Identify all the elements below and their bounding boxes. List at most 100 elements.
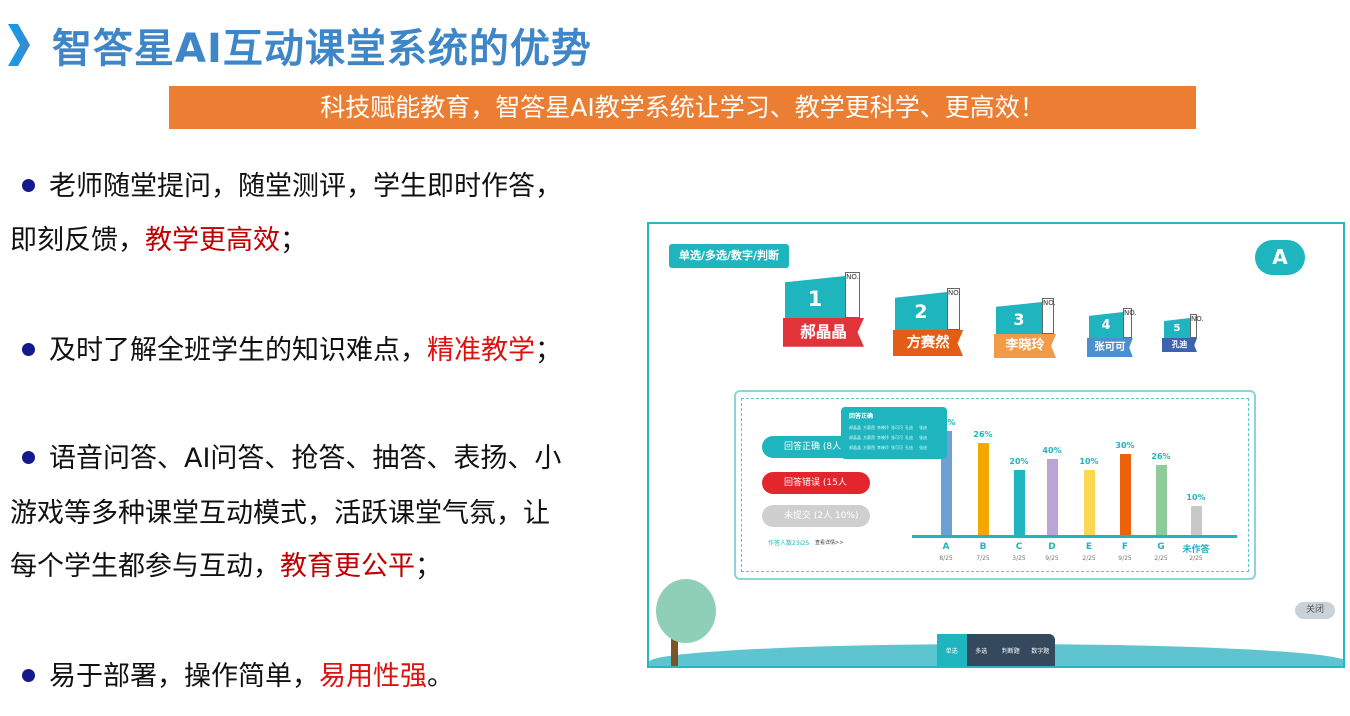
popup-name: 孔迪 — [905, 425, 913, 430]
stat-unsubmitted[interactable]: 未提交 (2人 10%) — [762, 505, 870, 527]
rank-name: 方赛然 — [893, 330, 964, 357]
category-label: E — [1085, 542, 1093, 552]
bar-value-label: 26% — [1151, 451, 1171, 461]
chevron-right-icon — [8, 24, 30, 66]
close-button[interactable]: 关闭 — [1295, 602, 1335, 619]
rank-name: 李晓玲 — [994, 334, 1057, 358]
count-label: 2/25 — [1154, 555, 1168, 562]
bullet-dot — [22, 669, 35, 682]
popup-name: 张迪 — [919, 445, 927, 450]
tab-judge[interactable]: 判断题 — [1001, 648, 1020, 655]
chart-bar — [1014, 470, 1025, 535]
count-label: 7/25 — [976, 555, 990, 562]
bullet-3: 语音问答、AI问答、抢答、抽答、表扬、小 — [10, 436, 561, 475]
page-title: 智答星AI互动课堂系统的优势 — [52, 26, 592, 72]
bullet-2: 及时了解全班学生的知识难点，精准教学； — [10, 328, 562, 367]
chart-bar — [1120, 453, 1131, 535]
bar-value-label: 10% — [1186, 493, 1206, 503]
highlight: 教学更高效 — [145, 225, 280, 256]
count-label: 2/25 — [1082, 555, 1096, 562]
rank-number: 4 — [1089, 312, 1123, 338]
popup-name: 孔迪 — [905, 435, 913, 440]
correct-answer-badge: A — [1255, 240, 1305, 275]
bar-value-label: 40% — [1042, 446, 1062, 456]
correct-popup: 回答正确 郝晶晶 方赛然 李晓玲 张可可 孔迪 张迪 郝晶晶 方赛然 李晓玲 张可可 孔迪 张迪 郝晶晶… — [841, 407, 947, 459]
popup-name: 郝晶晶 — [849, 425, 861, 430]
bullet-3-cont1: 游戏等多种课堂互动模式，活跃课堂气氛，让 — [10, 498, 550, 529]
no-label: NO. — [845, 272, 860, 318]
bullet-dot — [22, 179, 35, 192]
bullet-1-cont: 即刻反馈，教学更高效； — [10, 225, 307, 256]
chart-bar — [1156, 464, 1167, 535]
bar-value-label: 30% — [1115, 440, 1135, 450]
popup-name: 方赛然 — [863, 435, 875, 440]
category-label: 未作答 — [1182, 545, 1210, 555]
popup-name: 李晓玲 — [877, 435, 889, 440]
rank-number: 3 — [996, 302, 1042, 334]
popup-name: 方赛然 — [863, 425, 875, 430]
count-label: 2/25 — [1189, 555, 1203, 562]
chart-bar — [1047, 459, 1058, 535]
popup-name: 张迪 — [919, 435, 927, 440]
popup-name: 张迪 — [919, 425, 927, 430]
bullet-3-cont2: 每个学生都参与互动，教育更公平； — [10, 551, 442, 582]
popup-name: 孔迪 — [905, 445, 913, 450]
category-label: B — [979, 542, 987, 552]
count-label: 9/25 — [1118, 555, 1132, 562]
category-label: D — [1048, 542, 1056, 552]
no-label: NO. — [1123, 308, 1137, 338]
rank-name: 孔迪 — [1162, 338, 1198, 353]
app-screenshot: 单选/多选/数字/判断 A 1 NO. 郝晶晶 2 NO. 方赛然 3 NO. 李晓… — [647, 222, 1345, 668]
popup-title: 回答正确 — [849, 413, 874, 420]
question-type-tabs: 单选 多选 判断题 数字题 — [937, 634, 1055, 666]
subtitle-banner: 科技赋能教育，智答星AI教学系统让学习、教学更科学、更高效！ — [169, 86, 1196, 129]
popup-name: 李晓玲 — [877, 445, 889, 450]
view-details-link[interactable]: 查看详情>> — [815, 540, 844, 546]
bar-value-label: 26% — [973, 429, 993, 439]
count-label: 9/25 — [1045, 555, 1059, 562]
rank-number: 2 — [895, 292, 947, 330]
bullet-1: 老师随堂提问，随堂测评，学生即时作答， — [10, 164, 562, 203]
rank-name: 张可可 — [1087, 338, 1133, 358]
no-label: NO. — [1190, 314, 1204, 338]
bullet-dot — [22, 451, 35, 464]
no-label: NO. — [947, 288, 961, 330]
rank-number: 5 — [1164, 318, 1190, 338]
tree-illustration — [656, 579, 716, 666]
rank-number: 1 — [785, 276, 845, 318]
popup-name: 郝晶晶 — [849, 435, 861, 440]
question-type-tag: 单选/多选/数字/判断 — [669, 244, 790, 268]
bullet-4: 易于部署，操作简单，易用性强。 — [10, 654, 454, 693]
stat-wrong[interactable]: 回答错误 (15人 60%) — [762, 472, 870, 510]
tab-number[interactable]: 数字题 — [1031, 648, 1050, 655]
chart-bar — [1084, 470, 1095, 535]
chart-bar — [941, 430, 952, 535]
no-label: NO. — [1042, 298, 1056, 334]
count-label: 3/25 — [1012, 555, 1026, 562]
popup-name: 方赛然 — [863, 445, 875, 450]
category-label: F — [1121, 542, 1129, 552]
popup-name: 李晓玲 — [877, 425, 889, 430]
bullet-dot — [22, 343, 35, 356]
category-label: C — [1015, 542, 1023, 552]
popup-name: 张可可 — [891, 445, 903, 450]
highlight: 精准教学 — [427, 335, 535, 366]
chart-bar — [1191, 506, 1202, 535]
count-label: 8/25 — [939, 555, 953, 562]
highlight: 易用性强 — [319, 661, 427, 692]
popup-name: 张可可 — [891, 435, 903, 440]
popup-name: 郝晶晶 — [849, 445, 861, 450]
bar-value-label: 20% — [1009, 457, 1029, 467]
answered-count: 作答人数23/25 — [768, 540, 810, 547]
bar-value-label: 10% — [1079, 457, 1099, 467]
tab-multi[interactable]: 多选 — [975, 648, 988, 655]
tab-single[interactable]: 单选 — [937, 634, 967, 666]
category-label: G — [1157, 542, 1165, 552]
rank-name: 郝晶晶 — [783, 318, 864, 347]
category-label: A — [942, 542, 950, 552]
highlight: 教育更公平 — [280, 551, 415, 582]
chart-bar — [978, 442, 989, 535]
popup-name: 张可可 — [891, 425, 903, 430]
results-panel: 回答正确 (8人 3 回答错误 (15人 60%) 未提交 (2人 10%) 作… — [734, 390, 1256, 580]
x-axis — [912, 535, 1237, 538]
